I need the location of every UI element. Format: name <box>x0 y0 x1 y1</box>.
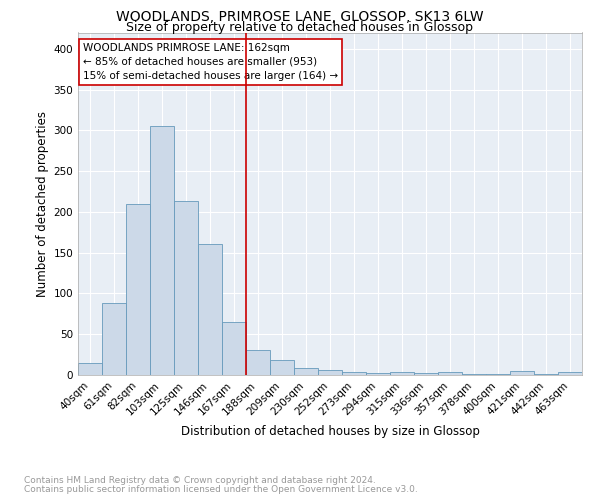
Text: WOODLANDS PRIMROSE LANE: 162sqm
← 85% of detached houses are smaller (953)
15% o: WOODLANDS PRIMROSE LANE: 162sqm ← 85% of… <box>83 43 338 81</box>
Bar <box>558 372 582 375</box>
Bar <box>294 368 318 375</box>
Bar <box>102 303 126 375</box>
Bar <box>342 372 366 375</box>
Bar <box>366 372 390 375</box>
Bar <box>390 372 414 375</box>
Bar <box>150 126 174 375</box>
Bar <box>198 244 222 375</box>
X-axis label: Distribution of detached houses by size in Glossop: Distribution of detached houses by size … <box>181 425 479 438</box>
Text: WOODLANDS, PRIMROSE LANE, GLOSSOP, SK13 6LW: WOODLANDS, PRIMROSE LANE, GLOSSOP, SK13 … <box>116 10 484 24</box>
Bar <box>174 202 198 375</box>
Bar <box>246 350 270 375</box>
Bar <box>222 322 246 375</box>
Bar <box>486 374 510 375</box>
Bar <box>318 370 342 375</box>
Bar <box>126 204 150 375</box>
Bar <box>534 374 558 375</box>
Bar <box>270 360 294 375</box>
Bar <box>438 372 462 375</box>
Bar <box>510 371 534 375</box>
Bar <box>414 372 438 375</box>
Y-axis label: Number of detached properties: Number of detached properties <box>36 111 49 296</box>
Bar <box>78 363 102 375</box>
Text: Contains HM Land Registry data © Crown copyright and database right 2024.: Contains HM Land Registry data © Crown c… <box>24 476 376 485</box>
Text: Size of property relative to detached houses in Glossop: Size of property relative to detached ho… <box>127 22 473 35</box>
Text: Contains public sector information licensed under the Open Government Licence v3: Contains public sector information licen… <box>24 485 418 494</box>
Bar <box>462 374 486 375</box>
